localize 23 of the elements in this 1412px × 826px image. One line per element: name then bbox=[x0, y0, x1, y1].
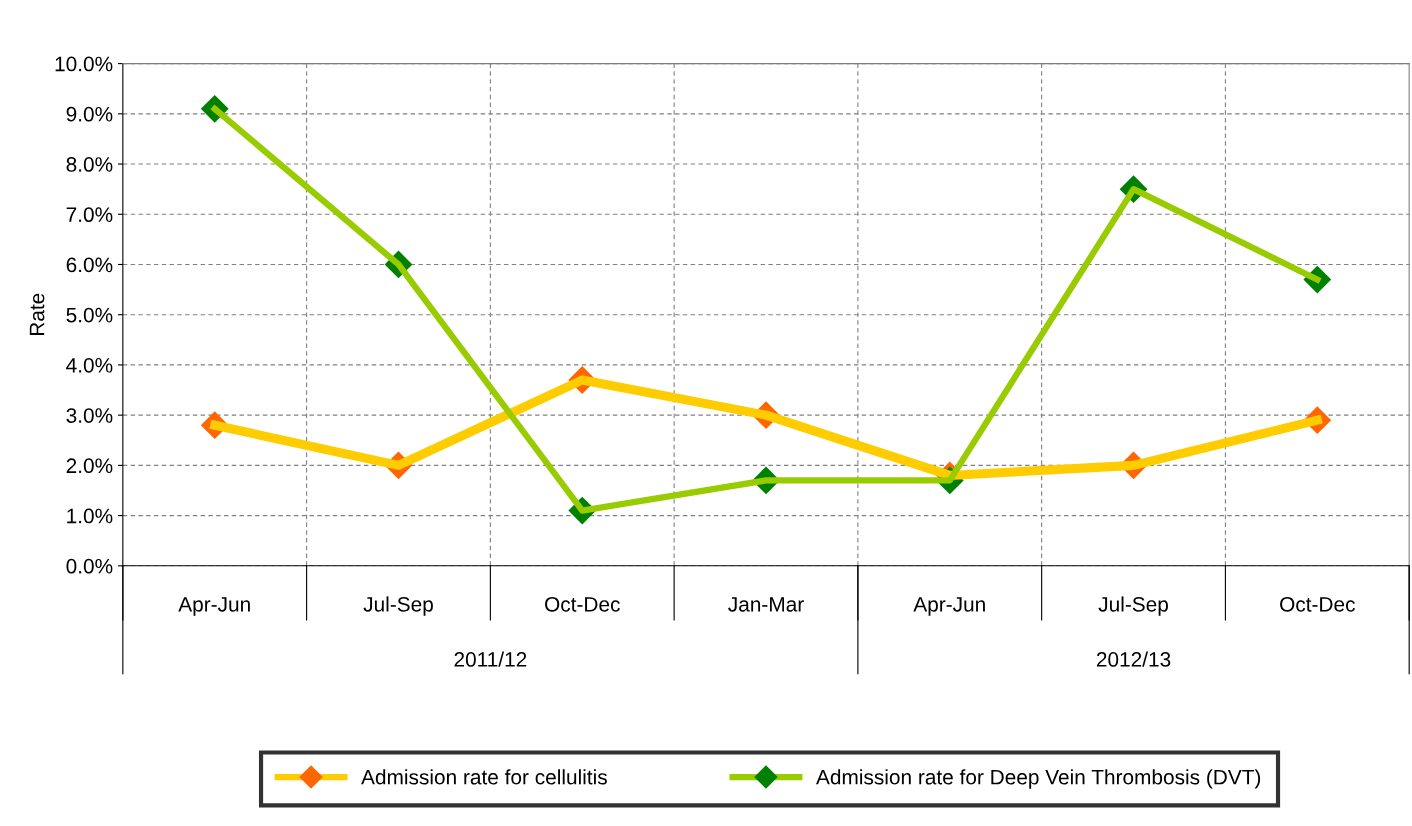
y-tick-label: 3.0% bbox=[66, 408, 113, 423]
legend-label: Admission rate for cellulitis bbox=[361, 769, 607, 785]
x-tick-label: Oct-Dec bbox=[545, 596, 620, 612]
y-tick-label: 10.0% bbox=[55, 56, 113, 72]
y-tick-label: 9.0% bbox=[66, 106, 113, 122]
x-tick-label: Oct-Dec bbox=[1280, 596, 1355, 612]
y-tick-label: 4.0% bbox=[66, 357, 113, 373]
x-tick-label: Jul-Sep bbox=[363, 596, 433, 616]
legend-label: Admission rate for Deep Vein Thrombosis (DVT) bbox=[816, 769, 1261, 789]
y-tick-label: 0.0% bbox=[66, 558, 113, 574]
y-tick-label: 7.0% bbox=[66, 207, 113, 223]
x-tick-label: Apr-Jun bbox=[913, 597, 985, 616]
y-tick-label: 1.0% bbox=[67, 508, 113, 524]
text: 2012/13 bbox=[1096, 651, 1171, 667]
y-tick-label: 5.0% bbox=[66, 307, 113, 323]
y-tick-label: 8.0% bbox=[66, 157, 113, 172]
y-tick-label: 2.0% bbox=[66, 458, 113, 474]
x-tick-label: Apr-Jun bbox=[178, 597, 250, 616]
x-tick-label: Jan-Mar bbox=[728, 597, 804, 612]
y-axis-title: Rate bbox=[29, 293, 45, 335]
x-tick-label: Jul-Sep bbox=[1098, 596, 1168, 616]
y-tick-label: 6.0% bbox=[66, 257, 113, 273]
text: 2011/12 bbox=[454, 651, 527, 667]
